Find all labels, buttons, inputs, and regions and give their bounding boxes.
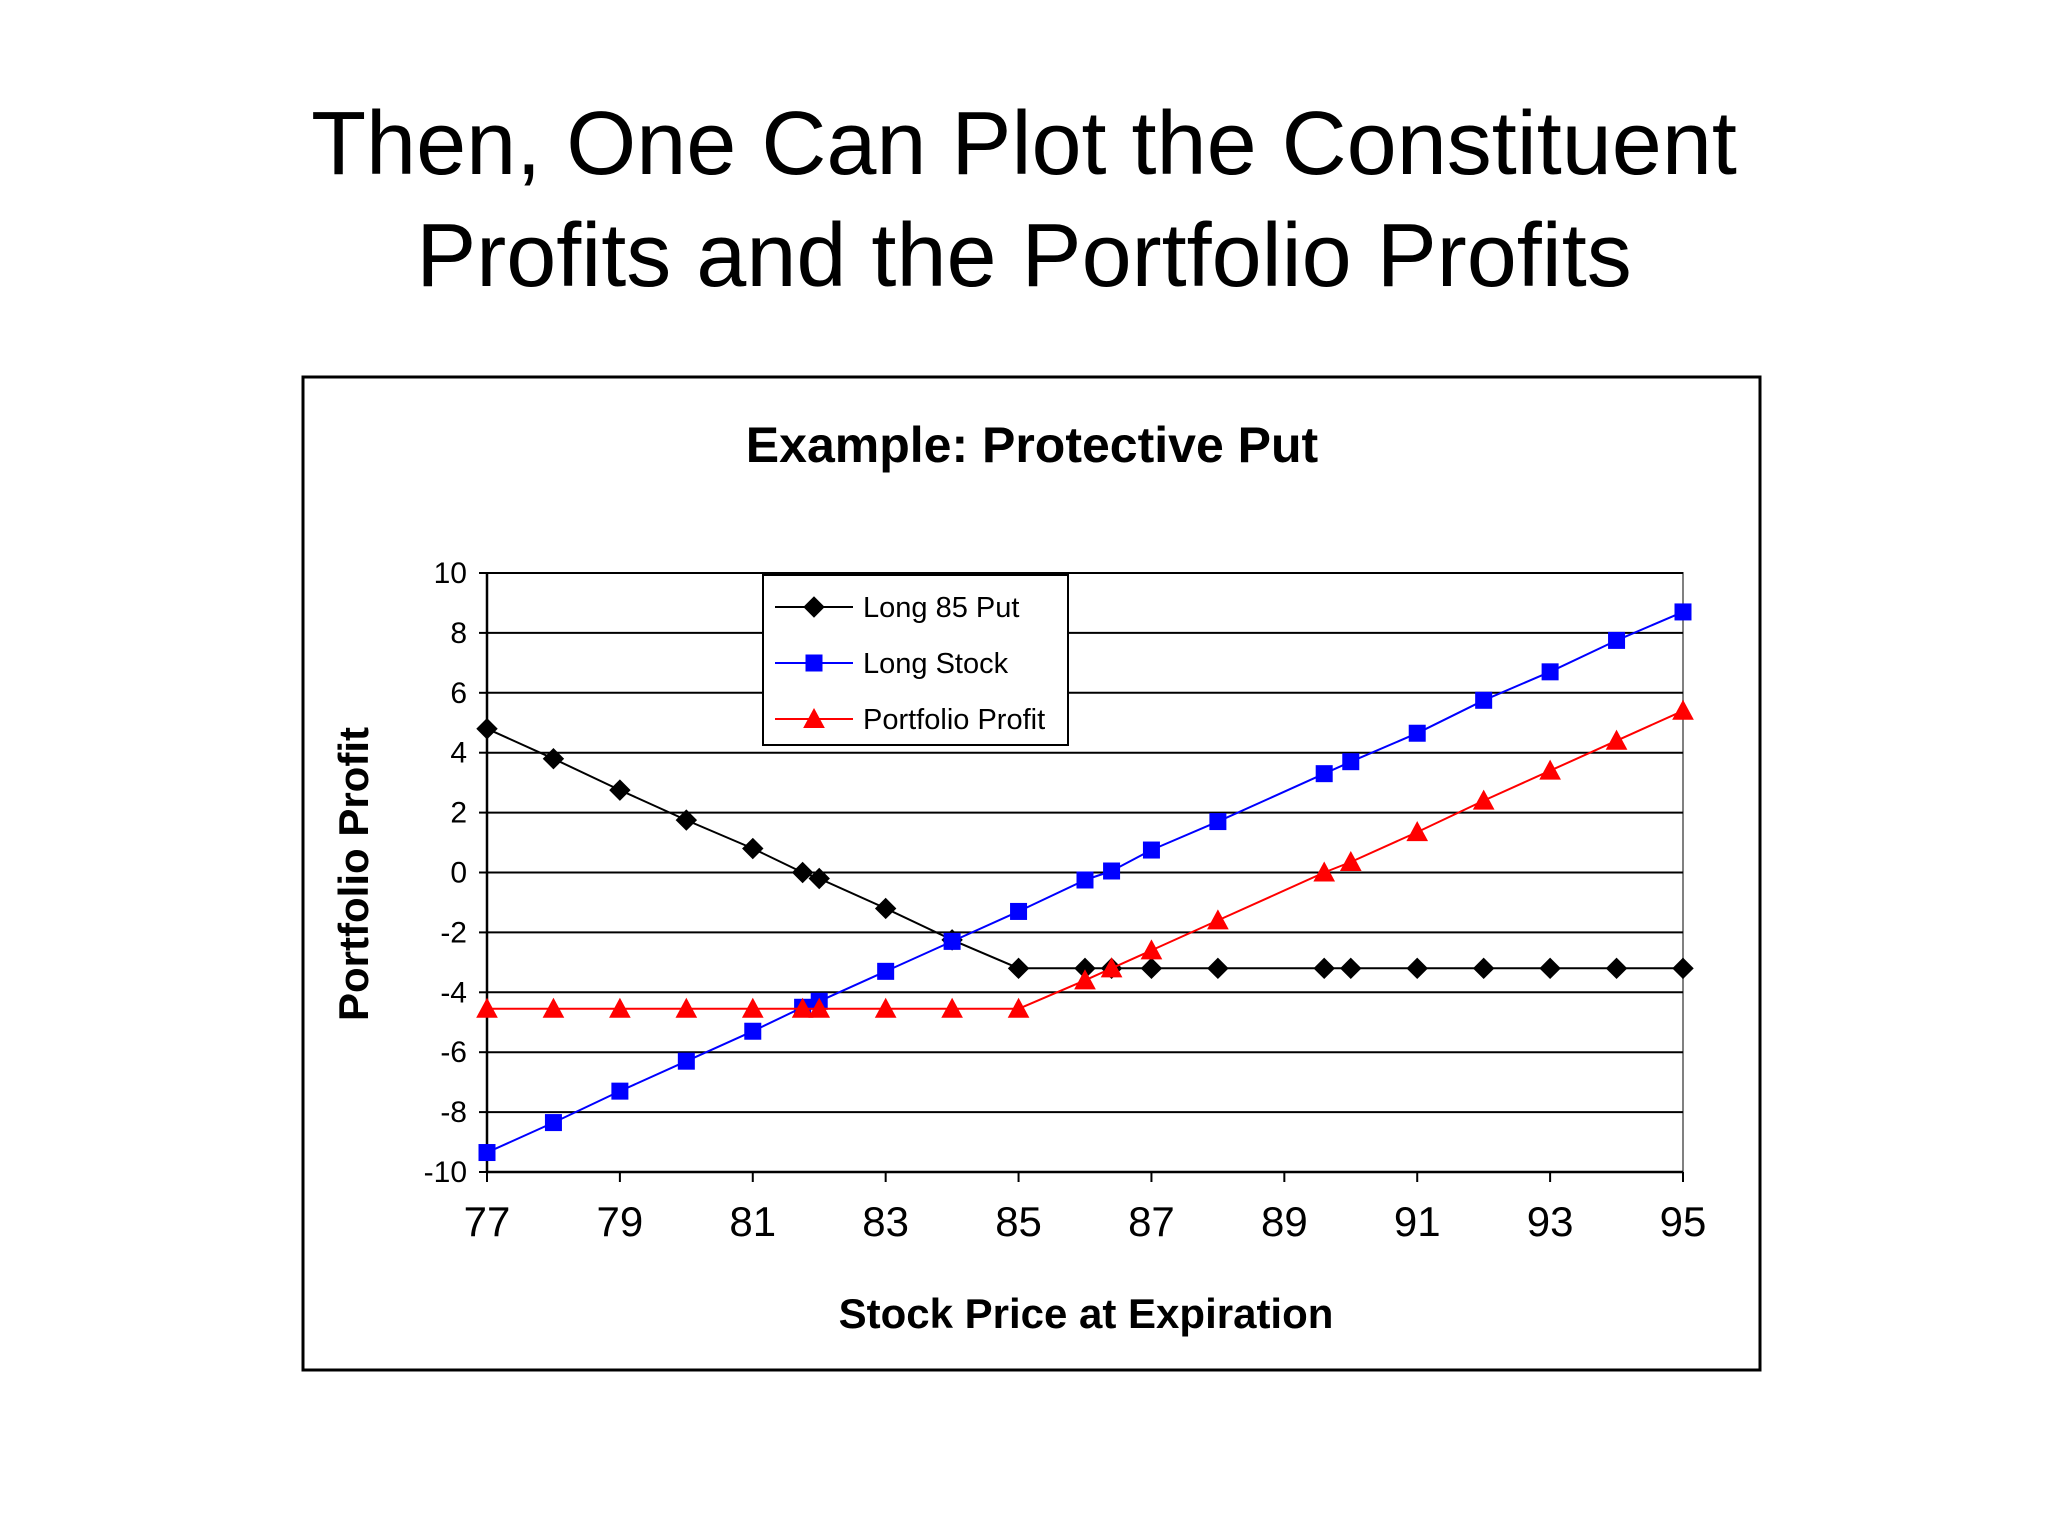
data-point-series-3: [1406, 821, 1429, 842]
data-point-series-3: [675, 997, 698, 1018]
x-tick-label: 83: [862, 1198, 909, 1245]
slide-title-line-2: Profits and the Portfolio Profits: [416, 206, 1632, 306]
data-point-series-2: [1608, 631, 1626, 649]
x-tick-label: 81: [729, 1198, 776, 1245]
y-tick-label: 6: [450, 677, 467, 710]
data-point-series-1: [609, 779, 631, 801]
data-point-series-1: [476, 718, 498, 740]
x-tick-label: 93: [1527, 1198, 1574, 1245]
x-tick-label: 89: [1261, 1198, 1308, 1245]
y-tick-label: -8: [440, 1096, 467, 1129]
data-point-series-2: [1342, 753, 1360, 771]
data-point-series-3: [1605, 729, 1628, 750]
y-axis-label: Portfolio Profit: [330, 727, 377, 1021]
data-point-series-3: [542, 997, 565, 1018]
data-point-series-3: [1100, 957, 1123, 978]
data-point-series-2: [744, 1022, 762, 1040]
data-point-series-1: [874, 897, 897, 920]
data-point-series-3: [874, 997, 897, 1018]
x-tick-label: 85: [995, 1198, 1042, 1245]
data-point-series-2: [544, 1114, 562, 1132]
data-point-series-1: [542, 747, 565, 770]
data-point-series-1: [742, 837, 764, 860]
legend-swatch-marker: [803, 707, 825, 728]
data-point-series-1: [1672, 957, 1694, 980]
data-point-series-3: [791, 997, 814, 1018]
data-point-series-1: [808, 867, 830, 890]
data-point-series-2: [1010, 902, 1028, 920]
data-point-series-2: [1315, 765, 1333, 783]
data-point-series-3: [1007, 997, 1030, 1018]
y-tick-label: -10: [424, 1156, 467, 1189]
data-point-series-2: [1408, 724, 1426, 742]
data-point-series-3: [1339, 850, 1362, 872]
data-point-series-3: [1313, 861, 1336, 882]
legend-label: Portfolio Profit: [863, 704, 1045, 736]
data-point-series-2: [611, 1082, 629, 1100]
chart-legend: Long 85 Put Long Stock Portfolio Profit: [762, 574, 1069, 746]
data-point-series-1: [1406, 957, 1428, 980]
data-point-series-3: [1074, 969, 1096, 990]
x-tick-label: 95: [1660, 1198, 1707, 1245]
slide-title-line-1: Then, One Can Plot the Constituent: [311, 94, 1737, 194]
data-point-series-1: [1007, 957, 1030, 980]
data-point-series-3: [1539, 759, 1561, 780]
data-point-series-3: [476, 997, 498, 1018]
data-point-series-3: [1207, 909, 1229, 930]
data-point-series-3: [808, 997, 831, 1018]
data-point-series-3: [741, 997, 764, 1018]
data-point-series-1: [1539, 957, 1561, 980]
x-tick-label: 87: [1128, 1198, 1175, 1245]
x-tick-label: 79: [597, 1198, 644, 1245]
data-point-series-2: [877, 962, 895, 980]
data-point-series-3: [1672, 699, 1694, 720]
legend-swatch-marker: [805, 654, 823, 672]
data-point-series-1: [675, 809, 698, 831]
data-point-series-2: [677, 1052, 695, 1070]
x-tick-label: 77: [464, 1198, 511, 1245]
data-point-series-1: [1140, 957, 1163, 980]
data-point-series-1: [1313, 957, 1335, 980]
data-point-series-3: [609, 997, 631, 1018]
data-point-series-2: [1142, 841, 1160, 859]
y-tick-label: -4: [440, 976, 467, 1009]
x-tick-label: 91: [1394, 1198, 1441, 1245]
data-point-series-1: [1472, 957, 1495, 980]
legend-label: Long 85 Put: [863, 592, 1019, 624]
data-point-series-2: [1103, 862, 1121, 880]
data-point-series-3: [1472, 789, 1495, 810]
data-point-series-2: [1209, 813, 1227, 831]
data-point-series-3: [1140, 939, 1163, 960]
data-point-series-1: [791, 861, 814, 884]
slide-title: Then, One Can Plot the Constituent Profi…: [0, 88, 2048, 312]
data-point-series-2: [1475, 691, 1493, 709]
y-tick-label: 2: [450, 797, 467, 830]
y-tick-label: 4: [450, 737, 467, 770]
legend-label: Long Stock: [863, 648, 1009, 680]
data-point-series-2: [943, 932, 961, 950]
data-point-series-2: [1541, 663, 1559, 681]
legend-swatch-marker: [803, 596, 825, 618]
y-tick-label: -2: [440, 916, 467, 949]
chart-title: Example: Protective Put: [746, 417, 1319, 473]
data-point-series-1: [1207, 957, 1229, 980]
data-point-series-2: [1076, 871, 1094, 889]
data-point-series-1: [1340, 957, 1362, 980]
x-axis-label: Stock Price at Expiration: [839, 1290, 1334, 1337]
data-point-series-2: [1674, 603, 1692, 621]
y-tick-label: -6: [440, 1036, 467, 1069]
y-tick-label: 0: [450, 857, 467, 890]
data-point-series-3: [941, 997, 963, 1018]
plot-area: 10 8 6 4 2 0 -2 -4 -6 -8 -10 77 79 81 83 85 87 89 91 93 95: [424, 557, 1707, 1245]
y-tick-label: 10: [434, 557, 467, 590]
data-point-series-2: [478, 1144, 496, 1162]
data-point-series-1: [1605, 957, 1628, 980]
y-tick-label: 8: [450, 617, 467, 650]
